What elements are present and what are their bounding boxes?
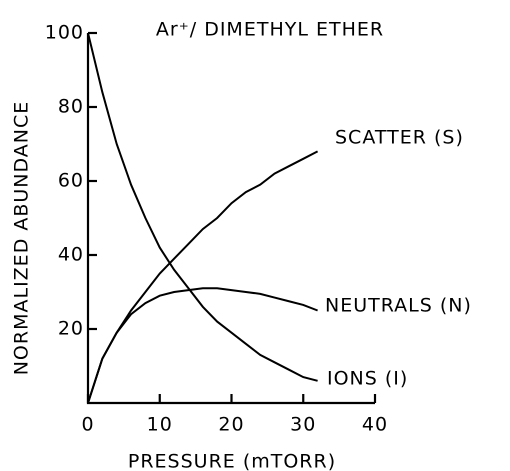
x-tick-label: 20 [218,414,244,436]
x-axis-label: PRESSURE (mTORR) [128,451,336,471]
y-tick-label: 40 [58,244,84,266]
series-label: SCATTER (S) [335,127,464,149]
chart-title: Ar⁺/ DIMETHYL ETHER [156,19,384,41]
series-line [87,150,319,404]
x-tick-label: 10 [147,414,173,436]
x-tick-label: 40 [362,414,388,436]
series-line [87,32,318,382]
y-tick-label: 20 [58,318,84,340]
x-tick-label: 0 [81,414,94,436]
y-tick-label: 100 [45,22,84,44]
axes [86,33,375,405]
y-axis-label: NORMALIZED ABUNDANCE [11,101,33,376]
y-tick-label: 80 [58,96,84,118]
x-tick-label: 30 [290,414,316,436]
series-label: NEUTRALS (N) [325,295,472,317]
series-label: IONS (I) [327,368,408,390]
series-line [87,287,318,404]
y-tick-label: 60 [58,170,84,192]
